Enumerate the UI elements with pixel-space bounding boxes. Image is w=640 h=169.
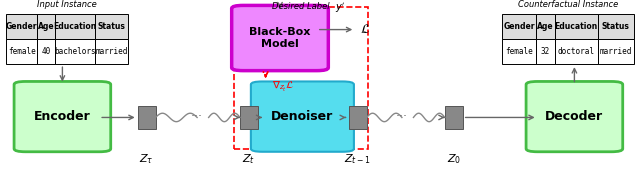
Bar xyxy=(598,14,634,39)
Text: married: married xyxy=(95,47,127,56)
Text: Education: Education xyxy=(555,22,598,31)
Text: female: female xyxy=(505,47,533,56)
Text: Encoder: Encoder xyxy=(34,110,91,123)
Text: $Z_{t-1}$: $Z_{t-1}$ xyxy=(344,152,371,166)
Text: Age: Age xyxy=(38,22,54,31)
Bar xyxy=(240,106,258,129)
Text: doctoral: doctoral xyxy=(558,47,595,56)
Text: married: married xyxy=(600,47,632,56)
Text: Status: Status xyxy=(602,22,630,31)
Text: Denoiser: Denoiser xyxy=(271,110,333,123)
Text: Education: Education xyxy=(53,22,97,31)
Text: Decoder: Decoder xyxy=(545,110,604,123)
Bar xyxy=(555,14,598,39)
Text: Gender: Gender xyxy=(6,22,38,31)
FancyBboxPatch shape xyxy=(232,5,328,71)
Text: Black-Box
Model: Black-Box Model xyxy=(250,27,310,49)
Text: Age: Age xyxy=(537,22,554,31)
Text: ···: ··· xyxy=(396,110,408,123)
Text: $\mathcal{L}$: $\mathcal{L}$ xyxy=(360,23,371,36)
Text: 40: 40 xyxy=(42,47,51,56)
Text: Input Instance: Input Instance xyxy=(37,0,97,9)
Text: Desired Label: Desired Label xyxy=(272,2,330,11)
Text: 32: 32 xyxy=(541,47,550,56)
Bar xyxy=(95,14,128,39)
Bar xyxy=(6,14,37,39)
Bar xyxy=(536,14,555,39)
Bar xyxy=(37,14,55,39)
Bar xyxy=(445,106,463,129)
Bar xyxy=(138,106,156,129)
Bar xyxy=(234,7,368,149)
Text: $y'$: $y'$ xyxy=(335,2,345,15)
Text: Gender: Gender xyxy=(503,22,535,31)
Text: Status: Status xyxy=(97,22,125,31)
Text: ···: ··· xyxy=(191,110,203,123)
Text: female: female xyxy=(8,47,36,56)
Bar xyxy=(95,39,128,64)
FancyBboxPatch shape xyxy=(526,81,623,152)
Text: $Z_{0}$: $Z_{0}$ xyxy=(447,152,461,166)
Text: $Z_{t}$: $Z_{t}$ xyxy=(243,152,255,166)
FancyBboxPatch shape xyxy=(251,81,354,152)
Bar xyxy=(536,39,555,64)
Text: bachelors: bachelors xyxy=(54,47,96,56)
Bar xyxy=(55,39,95,64)
Bar xyxy=(349,106,367,129)
Text: $\nabla_{z_t}\mathcal{L}$: $\nabla_{z_t}\mathcal{L}$ xyxy=(272,80,294,94)
Bar xyxy=(502,14,536,39)
Bar xyxy=(55,14,95,39)
Bar xyxy=(555,39,598,64)
Text: Counterfactual Instance: Counterfactual Instance xyxy=(518,0,618,9)
Text: $Z_{\tau}$: $Z_{\tau}$ xyxy=(140,152,154,166)
Bar xyxy=(6,39,37,64)
FancyBboxPatch shape xyxy=(14,81,111,152)
Bar xyxy=(598,39,634,64)
Bar xyxy=(37,39,55,64)
Bar xyxy=(502,39,536,64)
